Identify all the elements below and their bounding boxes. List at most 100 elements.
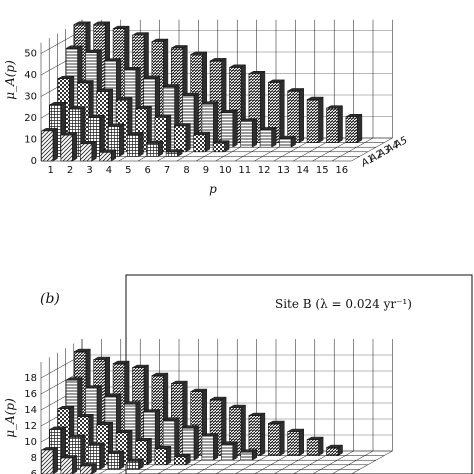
bar-front — [326, 447, 339, 456]
bar-front — [154, 448, 167, 466]
bar — [87, 442, 106, 470]
bar-side — [166, 445, 172, 466]
bar — [247, 412, 266, 457]
x-tick-label: 3 — [86, 165, 92, 176]
panel-b-y-ticks: 6 8 10 12 14 16 18 — [24, 373, 37, 474]
x-tick-label: 2 — [67, 165, 73, 176]
bar-front — [240, 451, 253, 461]
bar-side — [279, 79, 285, 144]
panel-a-x-axis-label: p — [209, 182, 217, 196]
bar — [165, 149, 184, 157]
x-tick-label: 12 — [258, 165, 271, 176]
bar — [162, 417, 181, 461]
bar-side — [193, 425, 199, 461]
bar — [40, 447, 59, 474]
bar-side — [72, 455, 78, 474]
bar — [209, 396, 228, 457]
floor-gridline — [331, 137, 374, 162]
x-tick-label: 10 — [219, 165, 232, 176]
bar — [286, 428, 305, 457]
bar-front — [60, 134, 73, 162]
panel-b-label: (b) — [40, 291, 60, 307]
bar-front — [240, 121, 253, 148]
bar-front — [287, 90, 300, 143]
bar-side — [52, 127, 58, 162]
bar — [59, 455, 78, 474]
bar-side — [357, 113, 363, 144]
bar-side — [166, 114, 172, 153]
bar — [126, 458, 145, 470]
bar — [40, 127, 59, 162]
bar-front — [127, 461, 140, 470]
panel-a-y-axis-label: μ_A(p) — [3, 60, 17, 100]
x-tick-label: 13 — [277, 165, 290, 176]
bar — [181, 425, 200, 461]
floor-gridline — [312, 450, 354, 474]
bar-front — [107, 453, 120, 470]
bar-front — [326, 107, 339, 143]
bar-side — [72, 132, 78, 162]
x-tick-label: 7 — [164, 165, 170, 176]
bar — [286, 88, 305, 144]
panel-a-y-ticks: 0 10 20 30 40 50 — [24, 49, 37, 168]
bar-front — [174, 125, 187, 153]
bar-front — [306, 99, 319, 143]
bar-side — [232, 109, 238, 148]
bar — [325, 105, 344, 144]
bar — [106, 123, 125, 157]
bar — [200, 433, 219, 461]
bar-front — [165, 151, 178, 157]
panel-b-site-label: Site B (λ = 0.024 yr⁻¹) — [275, 297, 412, 311]
bar-front — [267, 423, 281, 456]
bar — [200, 101, 219, 148]
y-tick-label: 0 — [31, 156, 37, 167]
bar-side — [146, 437, 152, 466]
bar — [306, 436, 325, 457]
bar — [247, 70, 266, 144]
bar-side — [337, 105, 343, 144]
bar — [173, 453, 192, 466]
bar — [220, 109, 239, 148]
bar-front — [146, 143, 159, 157]
bar-side — [185, 123, 191, 153]
bar — [79, 140, 98, 162]
bar-side — [174, 417, 180, 461]
bar-side — [119, 123, 125, 157]
bar-side — [213, 101, 219, 148]
x-tick-label: 15 — [316, 165, 329, 176]
y-tick-label: 18 — [24, 373, 37, 384]
bar-side — [240, 404, 246, 457]
bar-front — [174, 456, 187, 466]
bar-front — [41, 130, 54, 162]
bar-side — [271, 127, 277, 148]
x-tick-label: 9 — [203, 165, 209, 176]
bar — [306, 96, 325, 144]
bar-side — [52, 447, 58, 474]
bar — [344, 113, 363, 144]
bar — [153, 445, 172, 466]
y-tick-label: 16 — [24, 389, 37, 400]
floor-gridline — [351, 137, 393, 162]
y-tick-label: 30 — [24, 92, 37, 103]
bar-side — [138, 131, 144, 157]
bar — [59, 132, 78, 162]
bar — [134, 437, 153, 466]
bar — [259, 127, 278, 148]
y-tick-label: 6 — [31, 469, 37, 474]
bar — [173, 123, 192, 153]
bar-front — [99, 152, 112, 162]
bar-front — [279, 138, 292, 148]
bar-side — [260, 412, 266, 457]
bar — [126, 131, 145, 157]
bar-side — [99, 442, 105, 470]
y-tick-label: 10 — [24, 135, 37, 146]
bar-side — [279, 420, 285, 457]
x-tick-label: 5 — [125, 165, 131, 176]
bar — [192, 131, 211, 153]
y-tick-label: 10 — [24, 437, 37, 448]
bar-front — [201, 435, 214, 461]
x-tick-label: 8 — [183, 165, 189, 176]
x-tick-label: 1 — [48, 165, 54, 176]
